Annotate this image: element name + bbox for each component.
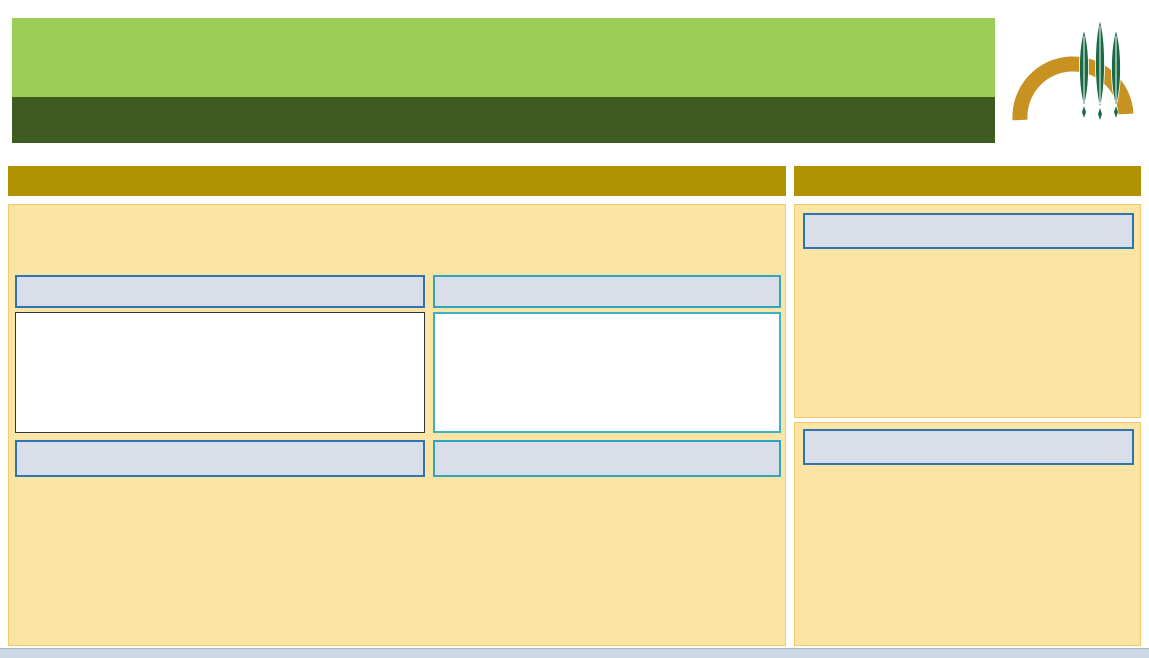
results-panel — [8, 204, 786, 646]
poster-title — [12, 18, 995, 97]
university-logo — [1000, 2, 1145, 157]
scenario2-config-panel — [794, 422, 1141, 646]
results-section-header — [8, 166, 786, 196]
scenario1-config-panel — [794, 204, 1141, 418]
water-rate-chart-title — [433, 275, 781, 308]
simulation-flowchart — [433, 479, 781, 643]
logo-arch — [1012, 56, 1134, 121]
scenario2-process-diagram — [803, 469, 1134, 643]
method-section-header — [794, 166, 1141, 196]
scenario2-config-title — [803, 429, 1134, 465]
scenario1-config-title — [803, 213, 1134, 249]
economics-table — [15, 479, 425, 643]
economics-table-title — [15, 440, 425, 477]
conclusion-bullet — [19, 211, 771, 235]
scenario1-process-diagram — [803, 255, 1134, 413]
steam-power-chart-title — [15, 275, 425, 308]
authors-bar — [12, 97, 995, 143]
simulation-flowchart-title — [433, 440, 781, 477]
water-rate-chart — [433, 312, 781, 433]
steam-power-chart — [15, 312, 425, 433]
bottom-strip — [0, 648, 1149, 658]
logo-cypress-trees — [1079, 18, 1121, 120]
